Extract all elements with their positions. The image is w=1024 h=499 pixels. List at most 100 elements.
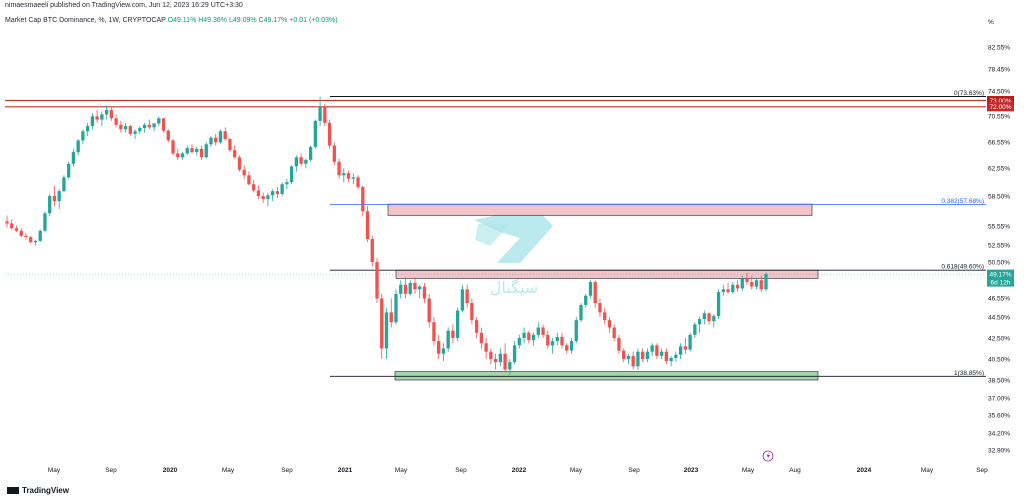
symbol-name: Market Cap BTC Dominance, %, 1W, CRYPTOC… <box>5 17 166 24</box>
tradingview-mark-icon <box>7 487 19 495</box>
candle-body <box>569 341 574 351</box>
y-tick-label: 82.55% <box>988 45 1010 52</box>
candle-body <box>90 116 95 127</box>
candle-body <box>489 351 493 359</box>
candle-body <box>759 280 763 290</box>
candle-body <box>460 289 465 311</box>
candle-body <box>346 173 351 179</box>
flash-icon[interactable] <box>762 450 774 462</box>
candle-body <box>441 348 446 354</box>
candle-body <box>636 351 640 367</box>
candle-body <box>152 123 156 128</box>
candle-body <box>541 327 545 335</box>
candle-body <box>721 289 725 293</box>
candle-body <box>626 355 631 359</box>
candle-body <box>81 131 85 141</box>
candle-body <box>512 345 517 363</box>
y-tick-label: 40.50% <box>988 357 1010 364</box>
watermark-text: سیگنال <box>490 278 538 297</box>
candle-body <box>142 124 147 129</box>
candle-body <box>294 157 299 167</box>
candle-body <box>484 343 488 352</box>
candle-body <box>313 120 318 147</box>
x-tick-label: 2021 <box>338 467 353 474</box>
candle-body <box>356 177 360 188</box>
candle-body <box>133 131 137 134</box>
candle-body <box>209 137 213 145</box>
y-axis: % 82.55% 78.45% 74.50% 70.55% 66.55% 62.55% 58.… <box>988 19 1010 455</box>
footer: TradingView <box>0 483 1024 499</box>
candle-body <box>607 320 612 328</box>
candle-body <box>579 304 583 321</box>
y-tick-label: 32.90% <box>988 448 1010 455</box>
candle-body <box>161 118 166 131</box>
candle-body <box>446 330 450 349</box>
candle-body <box>617 338 621 351</box>
x-tick-label: Sep <box>628 467 640 474</box>
candle-body <box>394 293 398 323</box>
candle-body <box>693 324 697 335</box>
candle-body <box>33 240 38 243</box>
candle-body <box>318 106 322 121</box>
price-badges: 73.00%72.00% 49.17% 6d 12h <box>987 95 1014 287</box>
candle-body <box>380 298 384 349</box>
candle-body <box>726 289 730 293</box>
price-badge <box>987 102 1014 112</box>
candle-body <box>204 144 208 158</box>
fib-level-label: 0(73.63%) <box>954 90 984 97</box>
y-tick-label: 46.55% <box>988 296 1010 303</box>
candle-body <box>588 282 593 296</box>
candle-body <box>166 130 170 141</box>
candle-body <box>598 303 602 313</box>
candle-body <box>697 319 702 325</box>
candle-body <box>138 128 142 132</box>
candle-body <box>716 292 721 317</box>
candle-body <box>67 163 71 178</box>
candle-body <box>650 345 654 352</box>
candle-body <box>247 175 251 185</box>
publisher-text: nimaesmaeeli published on TradingView.co… <box>5 2 243 9</box>
candle-body <box>593 282 597 304</box>
candle-body <box>669 357 673 362</box>
candle-body <box>233 150 237 158</box>
y-tick-label: 52.55% <box>988 243 1010 250</box>
candle-body <box>764 274 768 290</box>
candle-body <box>712 316 716 322</box>
x-tick-label: Aug <box>789 467 801 474</box>
y-tick-label: 35.60% <box>988 413 1010 420</box>
candle-body <box>522 332 526 338</box>
y-tick-label: 55.55% <box>988 224 1010 231</box>
candle-body <box>418 286 422 290</box>
price-badge <box>987 95 1014 105</box>
candle-body <box>555 336 559 342</box>
candle-body <box>256 190 261 196</box>
candle-body <box>683 346 688 350</box>
candle-body <box>678 346 683 355</box>
candle-body <box>603 312 607 321</box>
candle-body <box>43 213 47 231</box>
candle-body <box>707 313 711 322</box>
candle-body <box>508 362 512 370</box>
y-tick-label: 70.55% <box>988 114 1010 121</box>
candle-body <box>550 341 555 346</box>
candle-body <box>641 351 645 359</box>
x-tick-label: May <box>742 467 755 474</box>
x-tick-label: Sep <box>455 467 467 474</box>
candle-body <box>242 169 246 176</box>
candle-body <box>731 284 735 293</box>
candle-body <box>645 351 650 359</box>
chart-canvas[interactable]: سیگنال 0(73.63%) 0.382(57.68%) 0.618(49.60… <box>0 0 1024 483</box>
tradingview-brand: TradingView <box>22 486 69 495</box>
candle-body <box>498 353 503 363</box>
x-tick-label: 2024 <box>857 467 872 474</box>
watermark-shape <box>475 224 510 246</box>
current-price-badge <box>987 269 1014 287</box>
tradingview-logo[interactable]: TradingView <box>7 486 69 495</box>
candle-body <box>5 221 9 224</box>
candle-body <box>754 280 759 287</box>
candle-body <box>655 345 659 356</box>
candle-body <box>52 196 57 202</box>
candle-body <box>531 334 536 341</box>
candle-body <box>337 161 341 176</box>
candle-body <box>128 126 132 134</box>
